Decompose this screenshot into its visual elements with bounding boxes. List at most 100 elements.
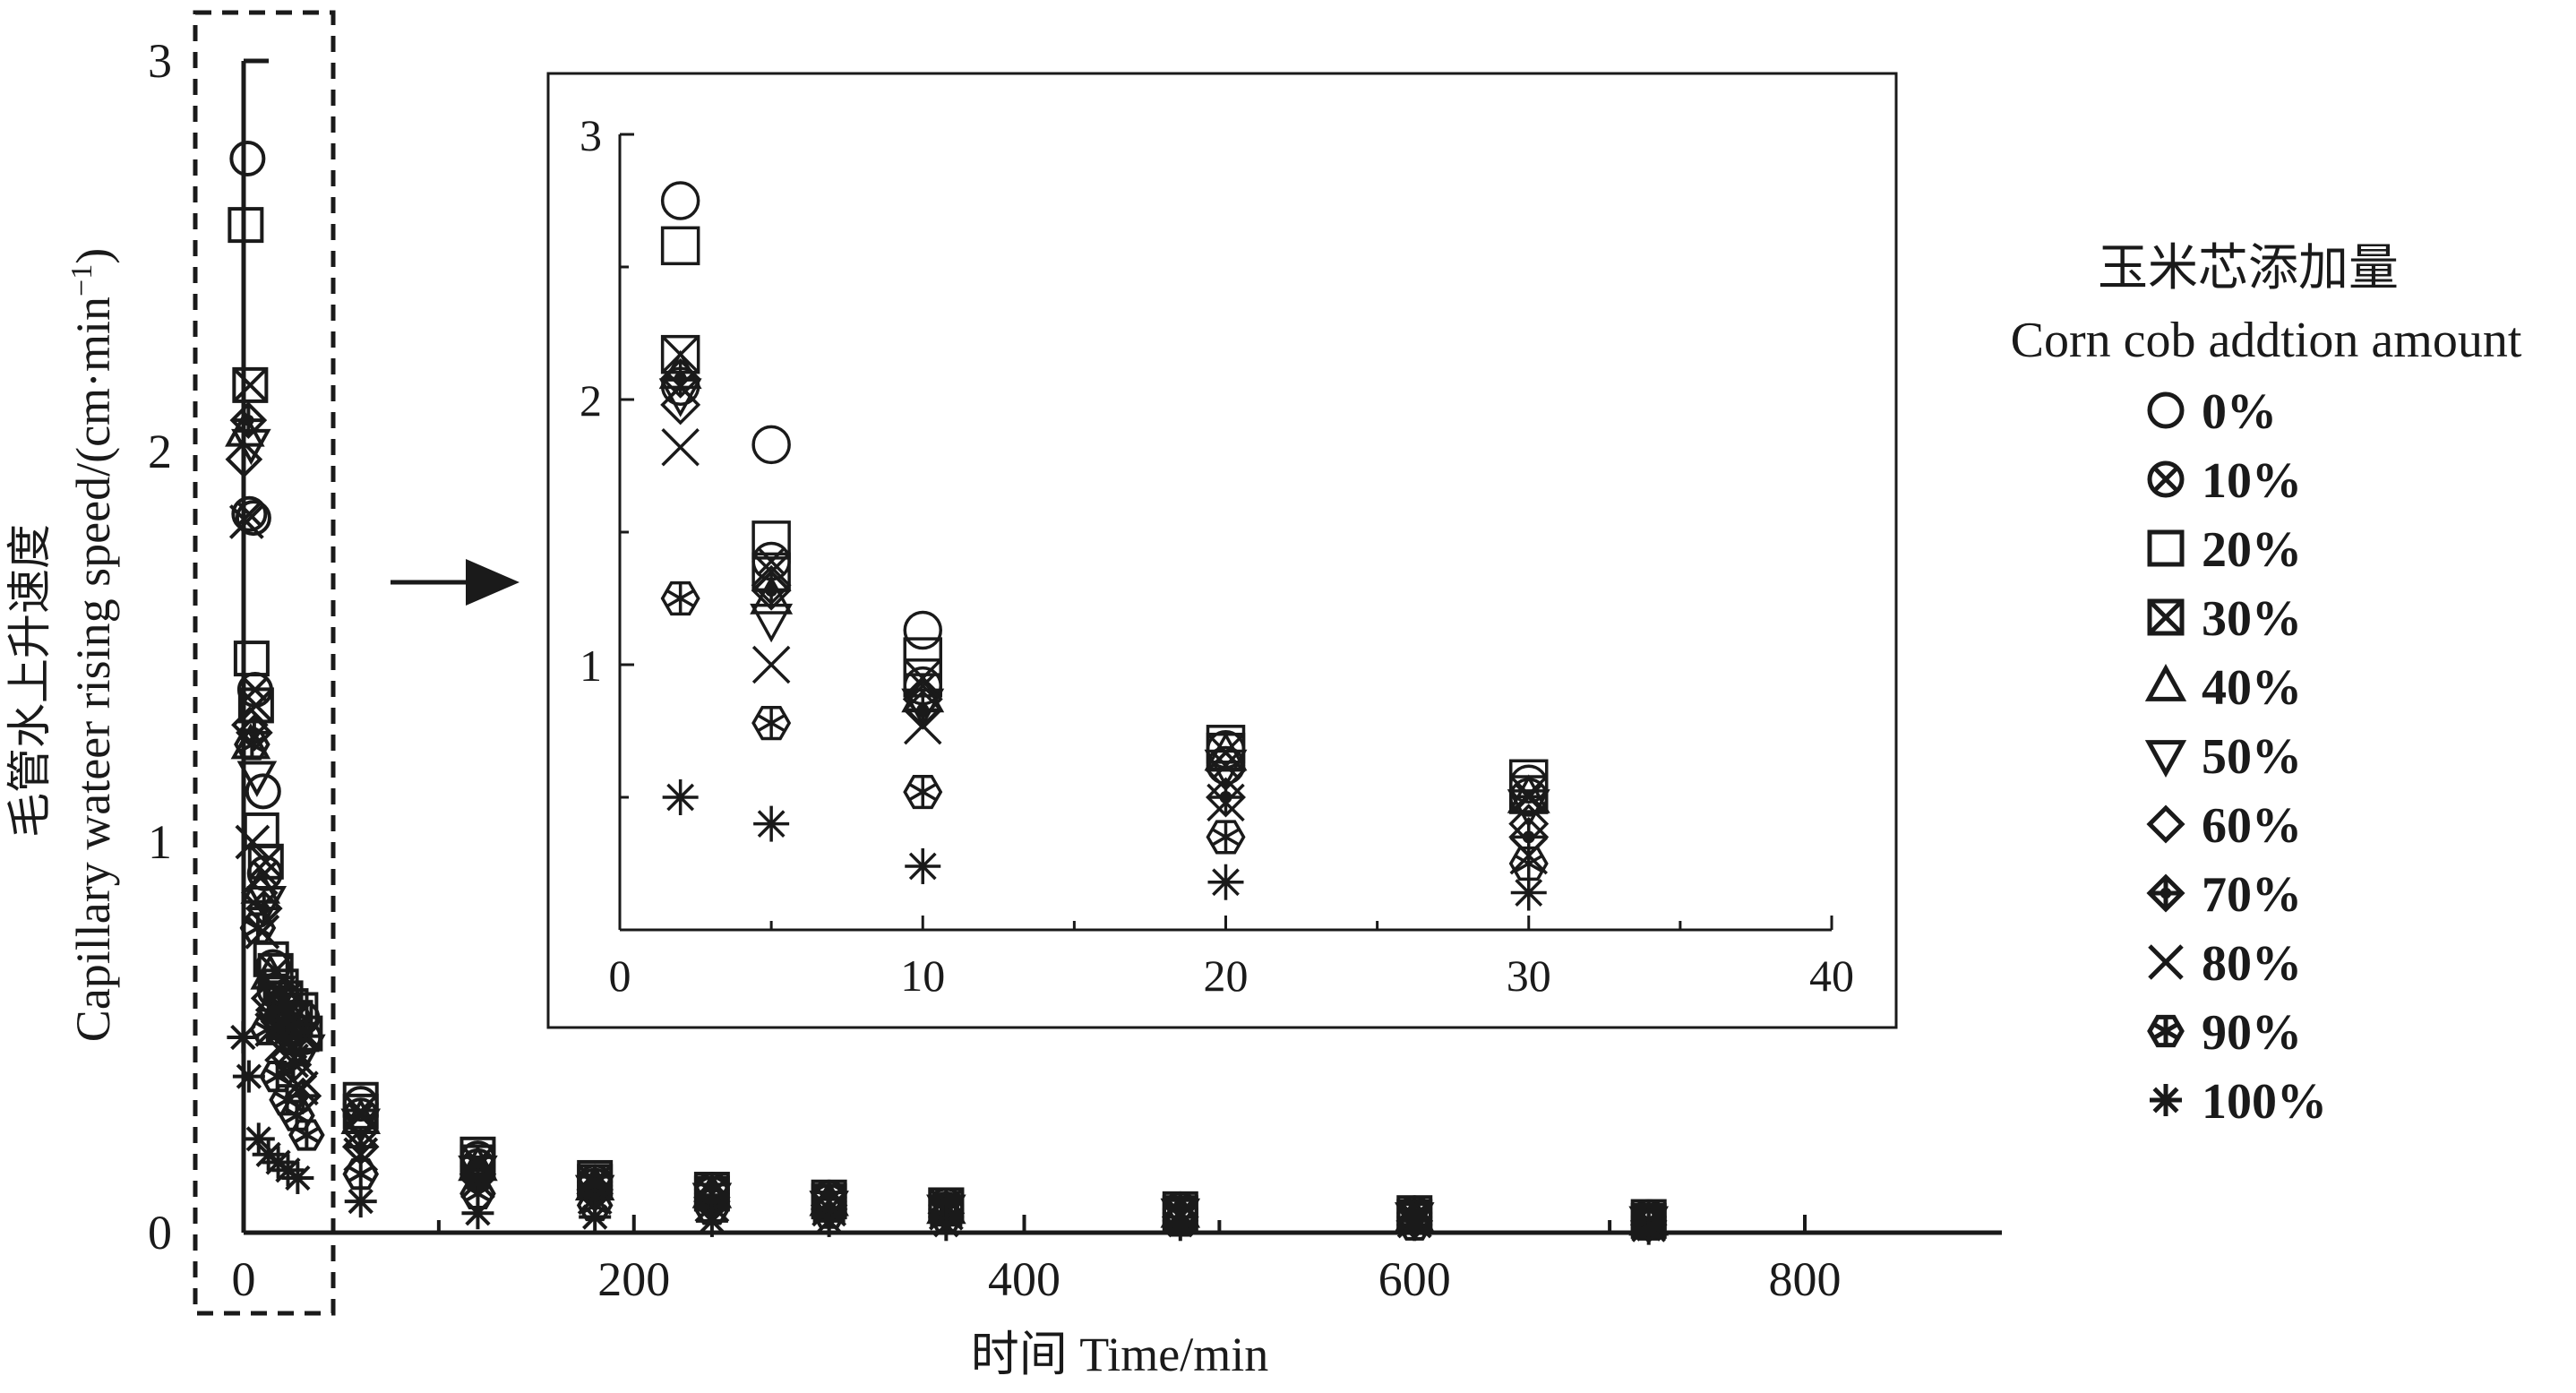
main-data-point	[232, 366, 269, 403]
inset-x-tick-label: 40	[1809, 950, 1854, 1001]
main-data-point	[231, 706, 269, 744]
main-x-tick-label: 800	[1769, 1252, 1842, 1306]
legend-label: 70%	[2202, 867, 2302, 923]
main-x-tick-label: 200	[597, 1252, 670, 1306]
legend-label: 30%	[2202, 591, 2302, 647]
main-data-point	[231, 495, 268, 532]
legend-item: 70%	[2146, 867, 2302, 923]
main-data-point	[254, 1011, 290, 1047]
inset-y-tick-label: 1	[580, 641, 602, 691]
legend-label: 90%	[2202, 1005, 2302, 1061]
main-data-point	[247, 843, 284, 880]
main-data-point	[233, 641, 270, 677]
inset-x-tick-label: 30	[1507, 950, 1551, 1001]
legend-marker-asterisk	[2150, 1084, 2182, 1116]
inset-data-point	[660, 181, 700, 220]
main-data-point	[245, 773, 281, 810]
legend-items: 0% 10% 20% 30% 40% 50% 60% 70% 80% 90% 100%	[2144, 384, 2327, 1130]
inset-data-point	[751, 570, 792, 611]
inset-data-point	[1508, 846, 1549, 881]
legend-item: 10%	[2147, 453, 2302, 509]
inset-data-points	[658, 181, 1550, 911]
main-data-point	[1632, 1212, 1665, 1245]
legend-marker-triangle-up	[2144, 664, 2187, 701]
main-data-point	[234, 728, 270, 761]
inset-data-point	[904, 706, 942, 745]
main-x-tick-label: 400	[988, 1252, 1060, 1306]
inset-data-point	[660, 580, 700, 616]
main-data-point	[281, 1161, 314, 1194]
legend-item: 100%	[2150, 1074, 2327, 1130]
inset-y-tick-label: 3	[580, 110, 602, 160]
legend-item: 0%	[2147, 384, 2277, 440]
legend-label: 0%	[2202, 384, 2277, 440]
legend-marker-x	[2148, 944, 2184, 980]
inset-x-tick-label: 20	[1204, 950, 1249, 1001]
legend-marker-square-x	[2147, 598, 2185, 636]
main-data-point	[225, 440, 263, 478]
main-data-point	[695, 1204, 728, 1237]
main-y-axis-title-cn: 毛管水上升速度	[4, 524, 55, 838]
main-data-point	[236, 761, 278, 797]
legend-title-cn: 玉米芯添加量	[2098, 241, 2399, 297]
main-data-point	[229, 401, 268, 439]
inset-y-tick-label: 2	[580, 375, 602, 426]
main-y-tick-label: 3	[148, 34, 172, 88]
legend-item: 20%	[2147, 522, 2302, 578]
ylabel-en-text: Capillary wateer rising speed/(cm·min	[66, 297, 120, 1042]
main-y-axis-title: 毛管水上升速度 Capillary wateer rising speed/(c…	[4, 248, 120, 1042]
main-data-point	[235, 500, 271, 537]
main-data-point	[344, 1185, 377, 1218]
inset-x-tick-label: 10	[900, 950, 945, 1001]
legend-item: 90%	[2147, 1005, 2302, 1061]
inset-data-point	[1207, 864, 1244, 900]
inset-data-point	[1507, 789, 1550, 829]
inset-data-point	[905, 847, 941, 884]
legend-marker-circle-x	[2147, 460, 2185, 498]
legend-label: 100%	[2202, 1074, 2327, 1130]
main-data-point	[342, 1158, 380, 1191]
main-data-point	[229, 141, 266, 176]
main-y-tick-label: 2	[148, 425, 172, 478]
legend-marker-diamond-plus	[2146, 873, 2185, 913]
main-data-point	[249, 1013, 287, 1045]
main-x-axis-title: 时间 Time/min	[971, 1328, 1269, 1381]
main-data-point	[239, 912, 277, 944]
legend-marker-diamond	[2146, 804, 2185, 844]
inset-data-point	[1507, 774, 1550, 813]
inset-data-point	[662, 779, 699, 815]
main-data-point	[461, 1197, 494, 1230]
legend: 玉米芯添加量 Corn cob addtion amount 0% 10% 20% 3…	[2011, 241, 2522, 1130]
ylabel-close-paren: )	[66, 248, 120, 264]
main-data-point	[250, 953, 290, 990]
zoom-arrow	[391, 559, 519, 606]
main-data-point	[227, 1021, 260, 1053]
inset-data-point	[660, 226, 700, 266]
legend-title-en: Corn cob addtion amount	[2011, 313, 2522, 368]
legend-item: 60%	[2146, 798, 2302, 854]
main-data-point	[1163, 1208, 1197, 1242]
main-data-point	[930, 1208, 963, 1242]
inset-data-point	[1510, 874, 1547, 911]
legend-label: 80%	[2202, 936, 2302, 992]
main-data-point	[235, 824, 270, 860]
inset-data-point	[1206, 820, 1246, 855]
inset-x-tick-label: 0	[609, 950, 631, 1001]
inset-data-point	[661, 428, 700, 467]
main-y-axis-title-en: Capillary wateer rising speed/(cm·min−1)	[65, 248, 120, 1042]
inset-data-point	[660, 384, 701, 426]
main-data-point	[812, 1204, 846, 1237]
inset-data-point	[903, 610, 942, 650]
main-x-tick-label: 600	[1378, 1252, 1451, 1306]
inset-data-point	[903, 775, 943, 810]
legend-item: 80%	[2148, 936, 2302, 992]
inset-data-point	[751, 520, 791, 560]
inset-data-point	[660, 357, 701, 399]
main-data-point	[288, 1119, 325, 1151]
inset-data-point	[1206, 783, 1245, 822]
main-data-point	[1398, 1208, 1431, 1242]
legend-marker-circle	[2147, 391, 2185, 429]
